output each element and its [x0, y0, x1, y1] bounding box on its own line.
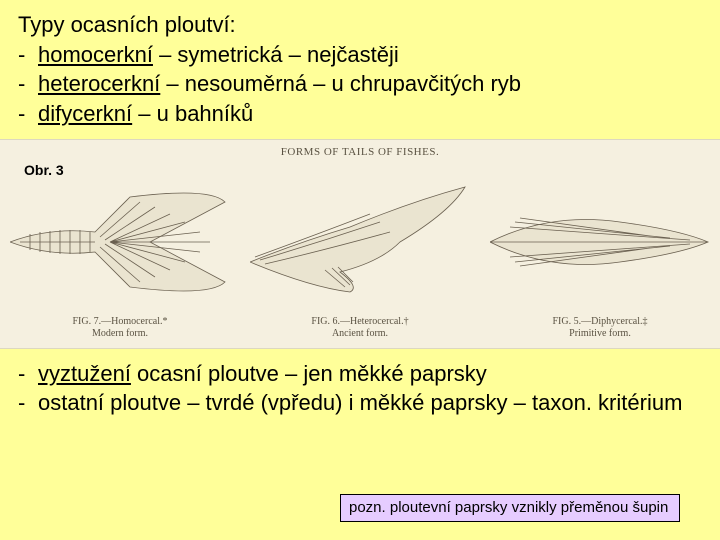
bullet-item-4: - vyztužení ocasní ploutve – jen měkké p… — [18, 359, 702, 389]
bullet-item-2: - heterocerkní – nesouměrná – u chrupavč… — [18, 69, 702, 99]
bottom-text-block: - vyztužení ocasní ploutve – jen měkké p… — [0, 355, 720, 422]
figure-region: FORMS OF TAILS OF FISHES. Obr. 3 — [0, 139, 720, 349]
bullet-text: heterocerkní – nesouměrná – u chrupavčit… — [38, 69, 702, 99]
caption-line1: FIG. 5.—Diphycercal.‡ — [553, 316, 648, 327]
title-line: Typy ocasních ploutví: — [18, 10, 702, 40]
bullet-item-3: - difycerkní – u bahníků — [18, 99, 702, 129]
term: vyztužení — [38, 361, 131, 386]
bullet-text: homocerkní – symetrická – nejčastěji — [38, 40, 702, 70]
figure-heading: FORMS OF TAILS OF FISHES. — [281, 146, 439, 158]
caption-line2: Primitive form. — [569, 328, 631, 339]
bullet-item-1: - homocerkní – symetrická – nejčastěji — [18, 40, 702, 70]
note-box: pozn. ploutevní paprsky vznikly přeměnou… — [340, 494, 680, 522]
caption-line2: Modern form. — [92, 328, 148, 339]
caption-1: FIG. 7.—Homocercal.* Modern form. — [10, 316, 230, 340]
caption-line1: FIG. 6.—Heterocercal.† — [311, 316, 408, 327]
term: heterocerkní — [38, 71, 160, 96]
term: homocerkní — [38, 42, 153, 67]
bullet-dash: - — [18, 388, 38, 418]
caption-2: FIG. 6.—Heterocercal.† Ancient form. — [250, 316, 470, 340]
note-text: pozn. ploutevní paprsky vznikly přeměnou… — [349, 499, 668, 516]
heterocercal-tail-icon — [250, 172, 470, 312]
bullet-item-5: - ostatní ploutve – tvrdé (vpředu) i měk… — [18, 388, 702, 418]
top-text-block: Typy ocasních ploutví: - homocerkní – sy… — [0, 0, 720, 133]
diphycercal-tail-icon — [490, 172, 710, 312]
bullet-text: ostatní ploutve – tvrdé (vpředu) i měkké… — [38, 388, 702, 418]
desc: – u bahníků — [132, 101, 253, 126]
fish-illustrations — [0, 170, 720, 315]
bullet-text: vyztužení ocasní ploutve – jen měkké pap… — [38, 359, 702, 389]
term: difycerkní — [38, 101, 132, 126]
desc: – nesouměrná – u chrupavčitých ryb — [160, 71, 521, 96]
homocercal-tail-icon — [10, 172, 230, 312]
bullet-dash: - — [18, 359, 38, 389]
caption-3: FIG. 5.—Diphycercal.‡ Primitive form. — [490, 316, 710, 340]
bullet-dash: - — [18, 99, 38, 129]
caption-line2: Ancient form. — [332, 328, 388, 339]
bullet-dash: - — [18, 69, 38, 99]
bullet-text: difycerkní – u bahníků — [38, 99, 702, 129]
desc: – symetrická – nejčastěji — [153, 42, 399, 67]
caption-line1: FIG. 7.—Homocercal.* — [73, 316, 168, 327]
desc: ocasní ploutve – jen měkké paprsky — [131, 361, 487, 386]
bullet-dash: - — [18, 40, 38, 70]
figure-captions: FIG. 7.—Homocercal.* Modern form. FIG. 6… — [0, 316, 720, 340]
